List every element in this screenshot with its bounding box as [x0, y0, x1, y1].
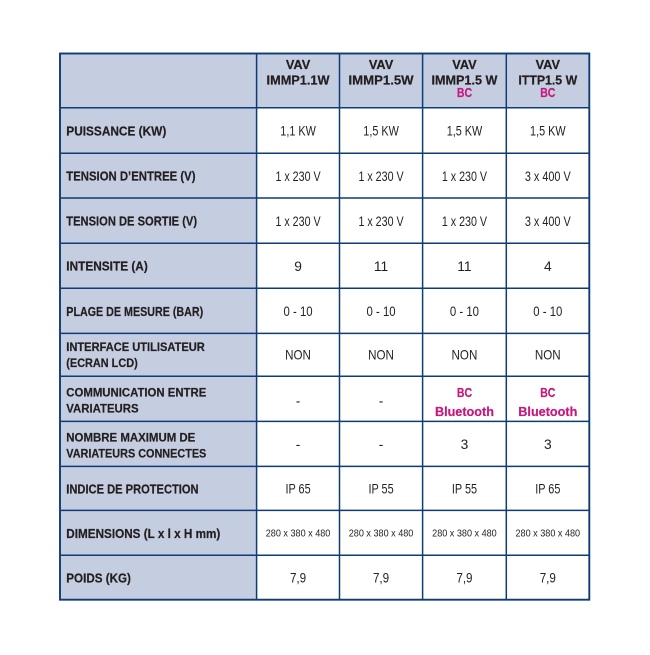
svg-text:IP 55: IP 55: [368, 481, 393, 496]
svg-text:ITTP1.5 W: ITTP1.5 W: [518, 73, 577, 87]
svg-text:VAV: VAV: [536, 58, 561, 72]
svg-text:COMMUNICATION ENTRE: COMMUNICATION ENTRE: [66, 385, 206, 399]
svg-text:3: 3: [544, 437, 552, 452]
svg-text:TENSION D’ENTREE (V): TENSION D’ENTREE (V): [66, 170, 195, 184]
svg-text:280 x 380 x 480: 280 x 380 x 480: [266, 529, 331, 540]
svg-text:TENSION DE SORTIE (V): TENSION DE SORTIE (V): [66, 215, 197, 229]
svg-text:1,5 KW: 1,5 KW: [530, 124, 566, 139]
svg-text:BC: BC: [540, 386, 555, 400]
svg-text:NON: NON: [285, 347, 311, 362]
svg-text:DIMENSIONS (L x l x H mm): DIMENSIONS (L x l x H mm): [66, 527, 220, 541]
svg-text:0 - 10: 0 - 10: [533, 304, 562, 319]
svg-text:NON: NON: [368, 347, 394, 362]
svg-text:PLAGE DE MESURE (BAR): PLAGE DE MESURE (BAR): [66, 305, 203, 319]
svg-text:4: 4: [544, 259, 552, 274]
svg-text:1 x 230 V: 1 x 230 V: [358, 169, 404, 184]
svg-text:1,5 KW: 1,5 KW: [447, 124, 483, 139]
svg-text:BC: BC: [457, 386, 472, 400]
svg-text:-: -: [296, 437, 301, 452]
svg-text:BC: BC: [457, 86, 472, 100]
svg-text:-: -: [379, 437, 384, 452]
svg-text:INTERFACE UTILISATEUR: INTERFACE UTILISATEUR: [66, 340, 205, 354]
svg-text:VAV: VAV: [452, 58, 477, 72]
svg-text:0 - 10: 0 - 10: [450, 304, 479, 319]
svg-text:IP 65: IP 65: [285, 481, 310, 496]
svg-text:1,5 KW: 1,5 KW: [363, 124, 399, 139]
svg-text:3: 3: [461, 437, 469, 452]
svg-text:NOMBRE MAXIMUM DE: NOMBRE MAXIMUM DE: [66, 430, 195, 444]
svg-text:1 x 230 V: 1 x 230 V: [442, 169, 488, 184]
svg-text:INDICE DE PROTECTION: INDICE DE PROTECTION: [66, 482, 198, 496]
svg-text:1 x 230 V: 1 x 230 V: [275, 169, 321, 184]
svg-text:Bluetooth: Bluetooth: [518, 405, 577, 419]
svg-text:Bluetooth: Bluetooth: [435, 405, 494, 419]
svg-text:280 x 380 x 480: 280 x 380 x 480: [516, 529, 581, 540]
svg-text:1 x 230 V: 1 x 230 V: [358, 214, 404, 229]
svg-text:3 x 400 V: 3 x 400 V: [525, 169, 572, 184]
svg-text:IP 55: IP 55: [452, 481, 477, 496]
svg-text:3 x 400 V: 3 x 400 V: [525, 214, 572, 229]
svg-text:1 x 230 V: 1 x 230 V: [275, 214, 321, 229]
svg-text:VAV: VAV: [369, 58, 394, 72]
svg-text:VARIATEURS: VARIATEURS: [66, 402, 138, 416]
svg-text:9: 9: [294, 259, 302, 274]
svg-text:IMMP1.5W: IMMP1.5W: [349, 73, 414, 87]
svg-text:NON: NON: [535, 347, 561, 362]
svg-text:7,9: 7,9: [290, 571, 306, 586]
svg-text:IP 65: IP 65: [535, 481, 560, 496]
svg-text:1,1 KW: 1,1 KW: [280, 124, 316, 139]
svg-text:(ECRAN LCD): (ECRAN LCD): [66, 356, 137, 370]
svg-text:PUISSANCE (KW): PUISSANCE (KW): [66, 125, 166, 139]
svg-text:0 - 10: 0 - 10: [367, 304, 396, 319]
svg-text:IMMP1.5 W: IMMP1.5 W: [432, 73, 498, 87]
svg-text:INTENSITE (A): INTENSITE (A): [66, 260, 148, 274]
svg-text:BC: BC: [540, 86, 555, 100]
svg-text:IMMP1.1W: IMMP1.1W: [267, 73, 330, 87]
svg-text:-: -: [296, 393, 301, 408]
svg-text:280 x 380 x 480: 280 x 380 x 480: [349, 529, 414, 540]
svg-text:POIDS (KG): POIDS (KG): [66, 571, 131, 585]
svg-text:7,9: 7,9: [456, 571, 472, 586]
svg-text:11: 11: [374, 259, 388, 274]
svg-text:7,9: 7,9: [540, 571, 556, 586]
svg-text:NON: NON: [452, 347, 478, 362]
svg-text:VARIATEURS CONNECTES: VARIATEURS CONNECTES: [66, 447, 206, 461]
svg-text:7,9: 7,9: [373, 571, 389, 586]
svg-text:1 x 230 V: 1 x 230 V: [442, 214, 488, 229]
svg-text:280 x 380 x 480: 280 x 380 x 480: [432, 529, 497, 540]
svg-text:-: -: [379, 393, 384, 408]
svg-text:11: 11: [457, 259, 471, 274]
svg-text:0 - 10: 0 - 10: [284, 304, 313, 319]
svg-text:VAV: VAV: [286, 58, 311, 72]
